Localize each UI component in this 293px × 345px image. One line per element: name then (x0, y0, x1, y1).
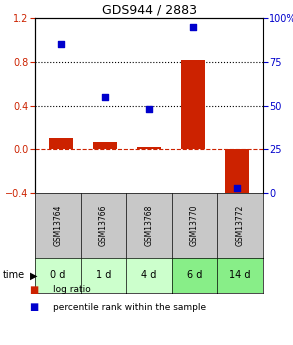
Text: GSM13764: GSM13764 (53, 205, 62, 246)
Text: 14 d: 14 d (229, 270, 251, 280)
Text: ■: ■ (29, 285, 38, 295)
Text: ■: ■ (29, 302, 38, 312)
Text: 1 d: 1 d (96, 270, 111, 280)
Text: log ratio: log ratio (52, 286, 90, 295)
Text: GSM13768: GSM13768 (144, 205, 154, 246)
Text: GSM13766: GSM13766 (99, 205, 108, 246)
Text: GSM13772: GSM13772 (236, 205, 245, 246)
Text: percentile rank within the sample: percentile rank within the sample (52, 303, 206, 312)
Point (190, 24, 195, 30)
Text: ▶: ▶ (30, 270, 38, 280)
Text: time: time (3, 270, 25, 280)
Bar (225, 149, 249, 195)
Text: 4 d: 4 d (141, 270, 157, 280)
Text: 6 d: 6 d (187, 270, 202, 280)
Text: 0 d: 0 d (50, 270, 66, 280)
Bar (181, 60, 205, 149)
Bar (137, 147, 161, 149)
Title: GDS944 / 2883: GDS944 / 2883 (101, 4, 197, 17)
Bar (93, 141, 117, 149)
Text: GSM13770: GSM13770 (190, 205, 199, 246)
Point (59, 41, 64, 47)
Point (103, 94, 108, 99)
Point (147, 106, 151, 112)
Point (234, 185, 239, 190)
Bar (49, 138, 73, 149)
